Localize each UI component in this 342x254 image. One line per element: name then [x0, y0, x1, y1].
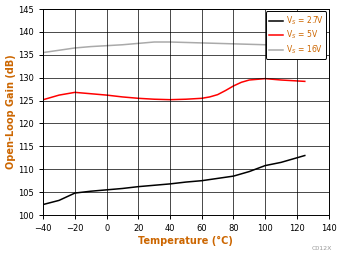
V$_S$ = 5V [279, 78, 283, 82]
Line: V$_S$ = 2.7V: V$_S$ = 2.7V [43, 155, 305, 204]
V$_S$ = 16V [232, 42, 236, 45]
V$_S$ = 16V [303, 45, 307, 48]
V$_S$ = 5V [41, 98, 45, 101]
V$_S$ = 16V [168, 40, 172, 43]
V$_S$ = 2.7V [303, 154, 307, 157]
V$_S$ = 5V [57, 93, 61, 97]
V$_S$ = 2.7V [73, 192, 77, 195]
V$_S$ = 5V [168, 98, 172, 101]
V$_S$ = 2.7V [232, 174, 236, 178]
V$_S$ = 5V [239, 81, 244, 84]
V$_S$ = 16V [200, 41, 204, 44]
V$_S$ = 5V [303, 80, 307, 83]
V$_S$ = 5V [232, 84, 236, 87]
V$_S$ = 16V [215, 42, 220, 45]
V$_S$ = 16V [73, 46, 77, 50]
Text: C012X: C012X [311, 246, 332, 251]
V$_S$ = 5V [152, 98, 156, 101]
V$_S$ = 16V [136, 42, 141, 45]
V$_S$ = 16V [105, 44, 109, 47]
V$_S$ = 5V [89, 92, 93, 95]
V$_S$ = 2.7V [215, 177, 220, 180]
V$_S$ = 16V [279, 44, 283, 47]
Line: V$_S$ = 5V: V$_S$ = 5V [43, 79, 305, 100]
V$_S$ = 2.7V [57, 199, 61, 202]
V$_S$ = 2.7V [200, 179, 204, 182]
V$_S$ = 16V [184, 41, 188, 44]
V$_S$ = 16V [263, 43, 267, 46]
V$_S$ = 16V [295, 44, 299, 47]
V$_S$ = 5V [105, 93, 109, 97]
V$_S$ = 5V [215, 93, 220, 96]
V$_S$ = 2.7V [184, 181, 188, 184]
V$_S$ = 2.7V [279, 161, 283, 164]
V$_S$ = 2.7V [168, 182, 172, 185]
V$_S$ = 2.7V [263, 164, 267, 167]
V$_S$ = 2.7V [152, 184, 156, 187]
V$_S$ = 16V [41, 51, 45, 54]
V$_S$ = 16V [57, 49, 61, 52]
V$_S$ = 5V [136, 97, 141, 100]
V$_S$ = 5V [295, 80, 299, 83]
V$_S$ = 16V [247, 43, 251, 46]
V$_S$ = 2.7V [295, 156, 299, 159]
Legend: V$_S$ = 2.7V, V$_S$ = 5V, V$_S$ = 16V: V$_S$ = 2.7V, V$_S$ = 5V, V$_S$ = 16V [266, 11, 326, 59]
V$_S$ = 16V [89, 45, 93, 48]
Line: V$_S$ = 16V: V$_S$ = 16V [43, 42, 305, 53]
V$_S$ = 5V [73, 91, 77, 94]
V$_S$ = 2.7V [89, 190, 93, 193]
V$_S$ = 16V [152, 40, 156, 43]
V$_S$ = 5V [120, 96, 124, 99]
V$_S$ = 5V [247, 78, 251, 82]
V$_S$ = 5V [184, 98, 188, 101]
V$_S$ = 2.7V [41, 203, 45, 206]
V$_S$ = 2.7V [105, 188, 109, 191]
V$_S$ = 5V [263, 77, 267, 80]
V$_S$ = 5V [223, 89, 227, 92]
X-axis label: Temperature (°C): Temperature (°C) [139, 236, 233, 246]
V$_S$ = 2.7V [136, 185, 141, 188]
V$_S$ = 2.7V [247, 170, 251, 173]
V$_S$ = 5V [200, 97, 204, 100]
V$_S$ = 5V [208, 96, 212, 99]
V$_S$ = 2.7V [120, 187, 124, 190]
Y-axis label: Open-Loop Gain (dB): Open-Loop Gain (dB) [5, 55, 15, 169]
V$_S$ = 16V [120, 43, 124, 46]
